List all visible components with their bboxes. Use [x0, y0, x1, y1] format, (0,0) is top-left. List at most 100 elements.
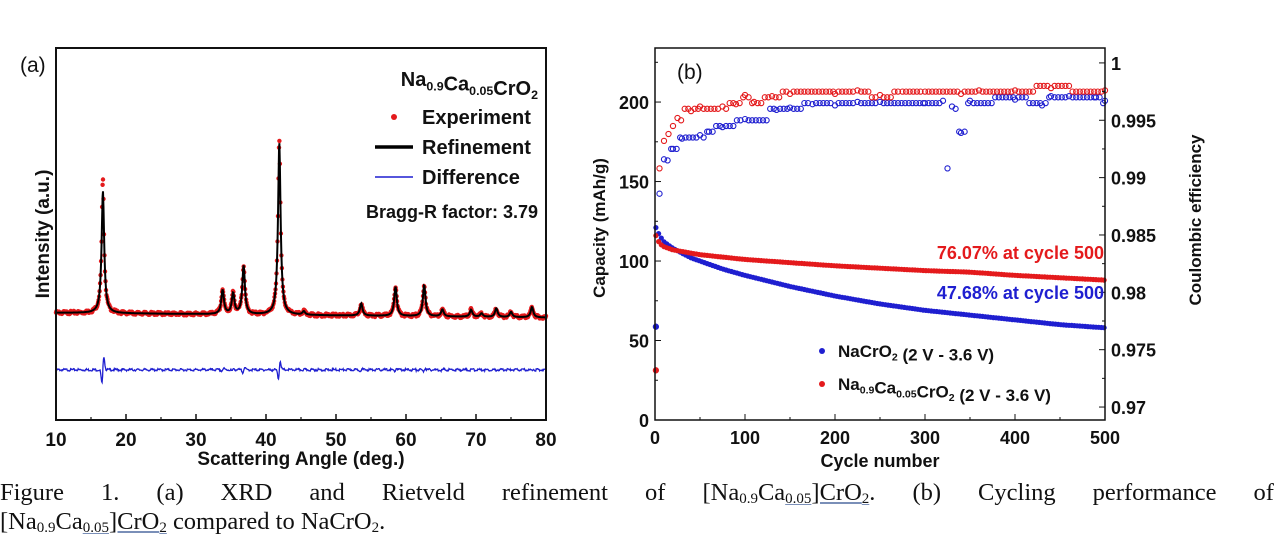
- coulombic-point: [779, 88, 786, 95]
- x-tick-label: 30: [185, 430, 206, 451]
- y2-axis-label: Coulombic efficiency: [1186, 134, 1205, 306]
- coulombic-point: [716, 122, 723, 130]
- coulombic-point: [995, 94, 1002, 101]
- coulombic-point: [917, 88, 924, 95]
- coulombic-point: [776, 94, 783, 101]
- coulombic-point: [884, 94, 891, 101]
- y2-tick-label: 0.975: [1111, 341, 1156, 361]
- coulombic-point: [861, 88, 868, 95]
- y2-tick-label: 0.995: [1111, 111, 1156, 131]
- caption-word: performance: [1092, 479, 1217, 506]
- coulombic-point: [961, 88, 968, 95]
- x-tick-label: 40: [255, 430, 276, 451]
- coulombic-point: [705, 128, 713, 135]
- coulombic-point: [902, 88, 910, 95]
- coulombic-point: [790, 105, 797, 112]
- coulombic-point: [846, 99, 853, 107]
- x-tick-label: 20: [115, 430, 136, 451]
- coulombic-point: [1026, 99, 1033, 107]
- coulombic-point: [700, 134, 707, 141]
- coulombic-point: [722, 105, 730, 112]
- coulombic-point: [954, 88, 961, 95]
- coulombic-point: [961, 128, 968, 135]
- coulombic-point: [835, 99, 842, 107]
- coulombic-point: [979, 88, 986, 95]
- coulombic-point: [1065, 82, 1073, 90]
- coulombic-point: [749, 117, 756, 124]
- x-tick-label: 50: [325, 430, 346, 451]
- coulombic-point: [891, 99, 898, 107]
- coulombic-point: [997, 88, 1004, 95]
- coulombic-point: [759, 117, 767, 124]
- coulombic-point: [1029, 99, 1037, 107]
- coulombic-point: [1091, 88, 1098, 95]
- coulombic-point: [704, 105, 711, 112]
- coulombic-point: [1080, 88, 1087, 95]
- coulombic-point: [1019, 88, 1026, 95]
- coulombic-point: [921, 88, 929, 95]
- coulombic-point: [1094, 88, 1101, 95]
- x-tick-label: 80: [535, 430, 556, 451]
- coulombic-point: [827, 99, 834, 107]
- coulombic-point: [1033, 99, 1040, 107]
- x-tick-label: 400: [1000, 428, 1030, 448]
- coulombic-point: [972, 88, 979, 95]
- coulombic-point: [763, 117, 770, 124]
- coulombic-point: [1029, 88, 1037, 95]
- x-tick-label: 500: [1090, 428, 1120, 448]
- legend-label: Experiment: [422, 107, 531, 129]
- coulombic-point: [865, 88, 872, 95]
- panel-label-a: (a): [20, 54, 46, 77]
- coulombic-point: [929, 88, 936, 95]
- coulombic-point: [944, 165, 951, 172]
- experiment-series: [53, 138, 549, 321]
- caption-word: XRD: [220, 479, 273, 506]
- coulombic-point: [970, 99, 977, 107]
- coulombic-point: [977, 99, 984, 107]
- coulombic-point: [707, 105, 714, 112]
- coulombic-point: [772, 94, 779, 101]
- coulombic-point: [983, 88, 990, 95]
- coulombic-point: [857, 88, 865, 95]
- coulombic-point: [820, 99, 827, 107]
- coulombic-point: [1062, 82, 1069, 90]
- coulombic-point: [693, 134, 700, 141]
- coulombic-point: [797, 105, 804, 112]
- experiment-point: [277, 138, 282, 144]
- panel-label-b: (b): [677, 61, 703, 84]
- y2-tick-label: 0.97: [1111, 398, 1146, 418]
- caption-word: refinement: [501, 479, 608, 506]
- coulombic-point: [1011, 87, 1019, 94]
- coulombic-point: [990, 88, 997, 95]
- coulombic-point: [794, 105, 801, 112]
- caption-word: Cycling: [978, 479, 1056, 506]
- coulombic-point: [992, 94, 999, 101]
- coulombic-point: [780, 105, 787, 112]
- coulombic-point: [849, 88, 857, 95]
- legend-marker: [819, 381, 825, 387]
- caption-word: Figure: [0, 479, 64, 506]
- figure-caption: Figure 1. (a) XRD and Rietveld refinemen…: [0, 478, 1274, 536]
- y-tick-label: 100: [619, 252, 649, 272]
- coulombic-point: [756, 117, 763, 124]
- coulombic-point: [894, 88, 902, 95]
- coulombic-point: [709, 128, 716, 135]
- coulombic-point: [906, 88, 913, 95]
- coulombic-point: [932, 88, 939, 95]
- coulombic-point: [685, 105, 692, 112]
- coulombic-point: [819, 88, 826, 95]
- coulombic-point: [986, 88, 993, 95]
- coulombic-point: [952, 105, 959, 112]
- coulombic-point: [816, 99, 823, 107]
- coulombic-point: [1069, 88, 1076, 95]
- coulombic-point: [939, 88, 947, 95]
- coulombic-point: [783, 88, 790, 95]
- coulombic-point: [682, 134, 689, 141]
- coulombic-point: [1058, 94, 1065, 101]
- refinement-line: [56, 143, 546, 319]
- coulombic-point: [1073, 88, 1080, 95]
- y-axis-label: Capacity (mAh/g): [590, 158, 609, 298]
- coulombic-point: [822, 88, 830, 95]
- coulombic-point: [801, 88, 808, 95]
